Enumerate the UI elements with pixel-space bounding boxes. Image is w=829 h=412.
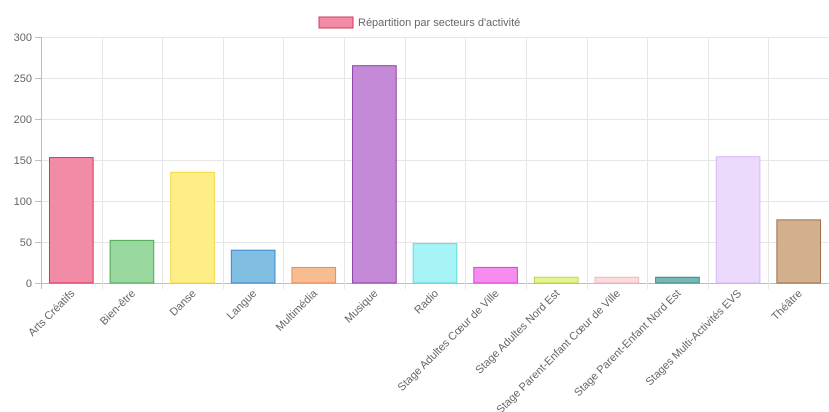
bar: [655, 276, 700, 284]
x-tick-label: Multimédia: [274, 287, 321, 334]
x-tick-label: Danse: [168, 288, 199, 319]
y-tick-label: 250: [14, 73, 32, 85]
y-tick-label: 50: [20, 237, 32, 249]
bar: [412, 243, 458, 284]
y-tick-label: 100: [14, 196, 32, 208]
legend-label: Répartition par secteurs d'activité: [358, 17, 520, 29]
x-tick-label: Musique: [343, 288, 381, 326]
bar: [473, 266, 518, 284]
bar: [230, 249, 276, 284]
x-tick-label: Théâtre: [770, 288, 805, 323]
bar: [594, 276, 640, 284]
x-axis: Arts Créatifs Bien-être Danse Langue Multimé…: [26, 287, 805, 412]
y-tick-label: 200: [14, 114, 32, 126]
x-tick-label: Stage Parent-Enfant Cœur de Ville: [494, 288, 623, 412]
x-tick-label: Stage Adultes Cœur de Ville: [396, 288, 502, 394]
bar: [48, 157, 94, 284]
y-axis: 0 50 100 150 200 250 300: [14, 32, 32, 290]
y-tick-label: 300: [14, 32, 32, 44]
bars: [48, 65, 822, 284]
x-tick-label: Stage Parent-Enfant Nord Est: [572, 288, 683, 399]
bar: [352, 65, 397, 284]
x-tick-label: Langue: [225, 288, 259, 322]
bar: [776, 219, 822, 284]
x-tick-label: Radio: [412, 288, 441, 317]
legend-swatch: [318, 16, 354, 29]
x-tick-label: Arts Créatifs: [26, 287, 78, 339]
y-tick-label: 150: [14, 155, 32, 167]
x-tick-label: Bien-être: [98, 288, 138, 328]
bar: [533, 276, 579, 284]
y-tick-label: 0: [26, 278, 32, 290]
bar: [109, 239, 155, 284]
legend[interactable]: Répartition par secteurs d'activité: [318, 16, 520, 29]
bar: [170, 171, 215, 284]
bar: [715, 156, 761, 284]
bar: [291, 266, 337, 284]
